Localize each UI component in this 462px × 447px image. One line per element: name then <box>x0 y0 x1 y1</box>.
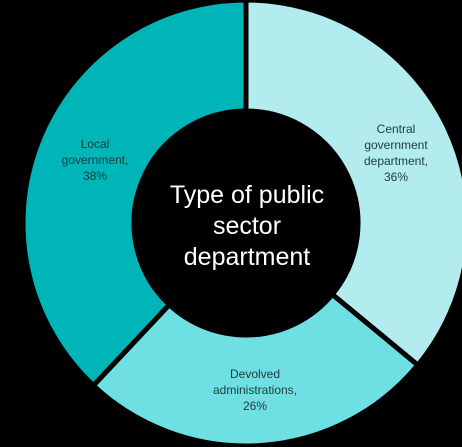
slice-1 <box>243 0 462 369</box>
slice-label-3-line-2: government, <box>62 153 129 167</box>
slice-2 <box>89 290 422 447</box>
slice-label-2: Devolved administrations, 26% <box>213 367 297 413</box>
slice-labels-group: Central government department, 36% Devolved a… <box>62 122 429 413</box>
slices-group <box>20 0 462 447</box>
slice-label-1-line-2: government <box>364 138 428 152</box>
slice-label-1-line-4: 36% <box>384 170 408 184</box>
slice-label-2-line-1: Devolved <box>230 367 280 381</box>
slice-label-3-line-1: Local <box>81 137 110 151</box>
center-title-line-1: Type of public <box>169 181 325 209</box>
slice-label-1-line-1: Central <box>377 122 416 136</box>
center-title-line-3: department <box>183 243 311 271</box>
slice-label-1-line-3: department, <box>364 154 428 168</box>
center-title: Type of public sector department <box>132 180 362 273</box>
center-title-line-2: sector <box>212 212 282 240</box>
slice-label-1: Central government department, 36% <box>364 122 428 184</box>
slice-label-3-line-3: 38% <box>83 169 107 183</box>
slice-label-2-line-2: administrations, <box>213 383 297 397</box>
slice-3 <box>20 0 249 390</box>
slice-label-2-line-3: 26% <box>243 399 267 413</box>
slice-label-3: Local government, 38% <box>62 137 129 183</box>
